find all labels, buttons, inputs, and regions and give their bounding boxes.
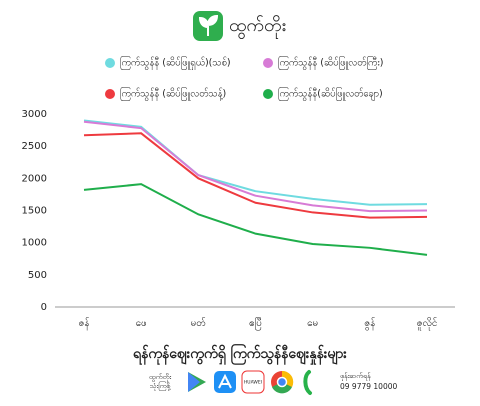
- x-tick-label: ဇူလိုင်: [417, 316, 438, 331]
- logo-plant: [198, 14, 219, 36]
- series-line: [83, 120, 428, 213]
- slogan: သုံးကြစို့: [150, 381, 171, 391]
- x-tick-label: ဖေ: [136, 318, 147, 329]
- chrome-part: [272, 382, 292, 394]
- phone-icon[interactable]: [303, 370, 312, 395]
- legend-label: ကြက်သွန်နီ (ဆိပ်ဖြူလတ်သန့်): [120, 88, 226, 101]
- slogan: ထွက်တိုး: [149, 373, 171, 382]
- legend-swatch: [105, 89, 115, 99]
- huawei-icon[interactable]: [241, 370, 265, 394]
- y-tick-label: 3000: [22, 109, 47, 120]
- y-tick-label: 2000: [22, 173, 47, 184]
- huawei-label: HUAWEI: [244, 380, 262, 386]
- series-line: [83, 132, 428, 219]
- x-tick-label: ဇွန်: [364, 316, 375, 331]
- x-tick-label: ဧပြီ: [249, 315, 262, 331]
- series-line: [83, 183, 428, 256]
- chart-title: ရန်ကုန်ဈေးကွက်ရှိ ကြက်သွန်နီဈေးနှုန်းမျာ…: [133, 344, 347, 365]
- legend-label: ကြက်သွန်နီ (ဆိပ်ဖြူရှယ်)(သစ်): [120, 57, 231, 70]
- legend-swatch: [105, 58, 115, 68]
- play-store-icon-part: [188, 372, 200, 392]
- app-store-glyph: [218, 373, 232, 389]
- y-tick-label: 1500: [22, 206, 47, 217]
- legend-label: ကြက်သွန်နီ (ဆိပ်ဖြူလတ်ကြီး): [278, 57, 383, 70]
- legend-label: ကြက်သွန်နီ(ဆိပ်ဖြူလတ်ချော): [278, 88, 383, 101]
- x-tick-label: မေ: [307, 318, 318, 329]
- contact-label: ဖုန်းဆက်ရန်: [340, 372, 371, 381]
- y-tick-label: 1000: [22, 238, 47, 249]
- y-tick-label: 500: [28, 270, 47, 281]
- chrome-center: [276, 376, 288, 388]
- legend-swatch: [263, 89, 273, 99]
- legend-swatch: [263, 58, 273, 68]
- y-tick-label: 2500: [22, 141, 47, 152]
- y-tick-label: 0: [41, 302, 47, 313]
- x-tick-label: ဇန်: [78, 316, 89, 331]
- brand: ထွက်တိုး: [229, 15, 286, 39]
- x-tick-label: မတ်: [191, 316, 206, 329]
- series-line: [83, 119, 428, 206]
- phone-number: 09 9779 10000: [340, 382, 397, 391]
